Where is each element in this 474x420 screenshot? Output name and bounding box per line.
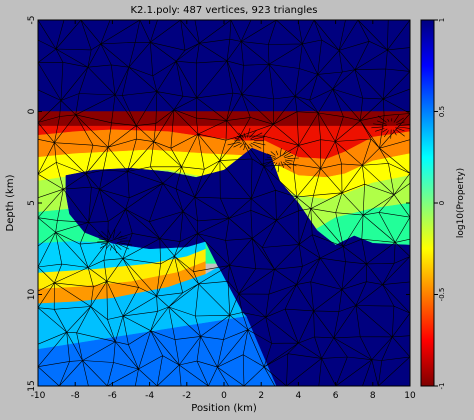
region-upper-layer: [38, 20, 410, 112]
y-axis-label: Depth (km): [5, 174, 16, 231]
colorbar-ticks: 1 0.5 0 -0.5 -1: [434, 18, 446, 390]
x-tick-label: -6: [108, 391, 117, 401]
y-axis: -5 0 5 10 15: [27, 16, 410, 392]
y-tick-label: 10: [27, 289, 37, 301]
x-tick-label: 4: [296, 391, 302, 401]
mesh-regions: [38, 20, 410, 386]
chart-title: K2.1.poly: 487 vertices, 923 triangles: [130, 5, 317, 16]
x-tick-label: 10: [404, 391, 416, 401]
mesh-refinement: [259, 148, 299, 173]
colorbar-tick-label: 0: [438, 201, 446, 205]
x-tick-label: 6: [333, 391, 339, 401]
mesh-edges: [38, 20, 410, 386]
y-tick-label: -5: [27, 16, 37, 25]
triangle-mesh: [38, 20, 410, 386]
y-tick-label: 0: [27, 108, 37, 114]
mesh-refinement: [97, 229, 133, 254]
x-tick-label: -8: [71, 391, 80, 401]
y-tick-label: 5: [27, 200, 37, 206]
colorbar-tick-label: -0.5: [438, 288, 446, 302]
mesh-refinement: [371, 114, 410, 139]
region-inner-body: [65, 147, 410, 386]
colorbar-label: log10(Property): [456, 168, 466, 238]
x-axis: -10 -8 -6 -4 -2 0 2 4 6 8 10: [31, 20, 416, 401]
x-axis-label: Position (km): [191, 403, 257, 414]
y-tick-label: 15: [27, 380, 37, 391]
colorbar-tick-label: 1: [438, 18, 446, 22]
x-tick-label: -10: [31, 391, 46, 401]
mesh-refinement: [227, 127, 266, 151]
colorbar-tick-label: -1: [438, 383, 446, 390]
x-tick-label: 8: [370, 391, 376, 401]
x-tick-label: 2: [258, 391, 264, 401]
x-tick-label: 0: [221, 391, 227, 401]
colorbar: [420, 19, 435, 387]
colorbar-tick-label: 0.5: [438, 106, 446, 117]
x-tick-label: -2: [182, 391, 191, 401]
x-tick-label: -4: [145, 391, 154, 401]
